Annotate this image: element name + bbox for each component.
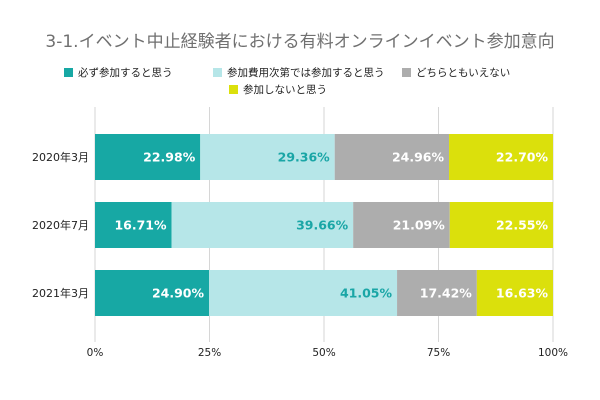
legend-swatch-0 [64,68,73,77]
x-tick-label-0: 0% [87,347,104,359]
bar-1-0 [95,202,172,248]
bar-2-2 [397,270,477,316]
bar-2-0 [95,270,210,316]
data-label-0-2: 24.96% [392,150,445,165]
data-label-1-3: 22.55% [496,218,549,233]
legend: 必ず参加すると思う 参加費用次第では参加すると思う どちらともいえない参加しないと思… [64,66,510,96]
x-tick-label-3: 75% [427,347,450,359]
category-label-0: 2020年3月 [32,150,89,164]
category-labels: 2020年3月 2020年7月 2021年3月 [32,150,89,300]
data-label-2-0: 24.90% [152,286,205,301]
bar-0-3 [449,134,553,180]
legend-label-0: 必ず参加すると思う [78,66,173,79]
legend-swatch-3 [229,85,238,94]
bar-1-3 [449,202,554,248]
x-tick-label-1: 25% [198,347,221,359]
bar-1-2 [353,202,450,248]
legend-label-3: 参加しないと思う [243,83,327,96]
bars: 22.98% 29.36% 24.96% 22.70% 16.71% 39.66% 21.0… [95,134,554,316]
bar-1-1 [171,202,354,248]
data-label-0-1: 29.36% [278,150,331,165]
bar-0-2 [334,134,450,180]
category-label-1: 2020年7月 [32,218,89,232]
data-label-0-0: 22.98% [143,150,196,165]
legend-label-2: どちらともいえない [416,67,510,79]
legend-swatch-1 [213,68,222,77]
x-axis-ticks: 0% 25% 50% 75% 100% [87,347,568,359]
chart-title: 3-1.イベント中止経験者における有料オンラインイベント参加意向 [45,32,554,52]
data-label-0-3: 22.70% [496,150,549,165]
legend-swatch-2 [402,68,411,77]
data-label-2-3: 16.63% [496,286,549,301]
x-tick-label-2: 50% [312,347,335,359]
legend-label-1: 参加費用次第では参加すると思う [227,66,385,79]
bar-2-1 [209,270,398,316]
data-label-2-2: 17.42% [420,286,473,301]
data-label-2-1: 41.05% [340,286,393,301]
x-tick-label-4: 100% [538,347,568,359]
bar-0-1 [200,134,335,180]
data-label-1-0: 16.71% [114,218,167,233]
data-label-1-1: 39.66% [296,218,349,233]
bar-0-0 [95,134,201,180]
bar-2-3 [476,270,553,316]
category-label-2: 2021年3月 [32,286,89,300]
data-label-1-2: 21.09% [393,218,446,233]
